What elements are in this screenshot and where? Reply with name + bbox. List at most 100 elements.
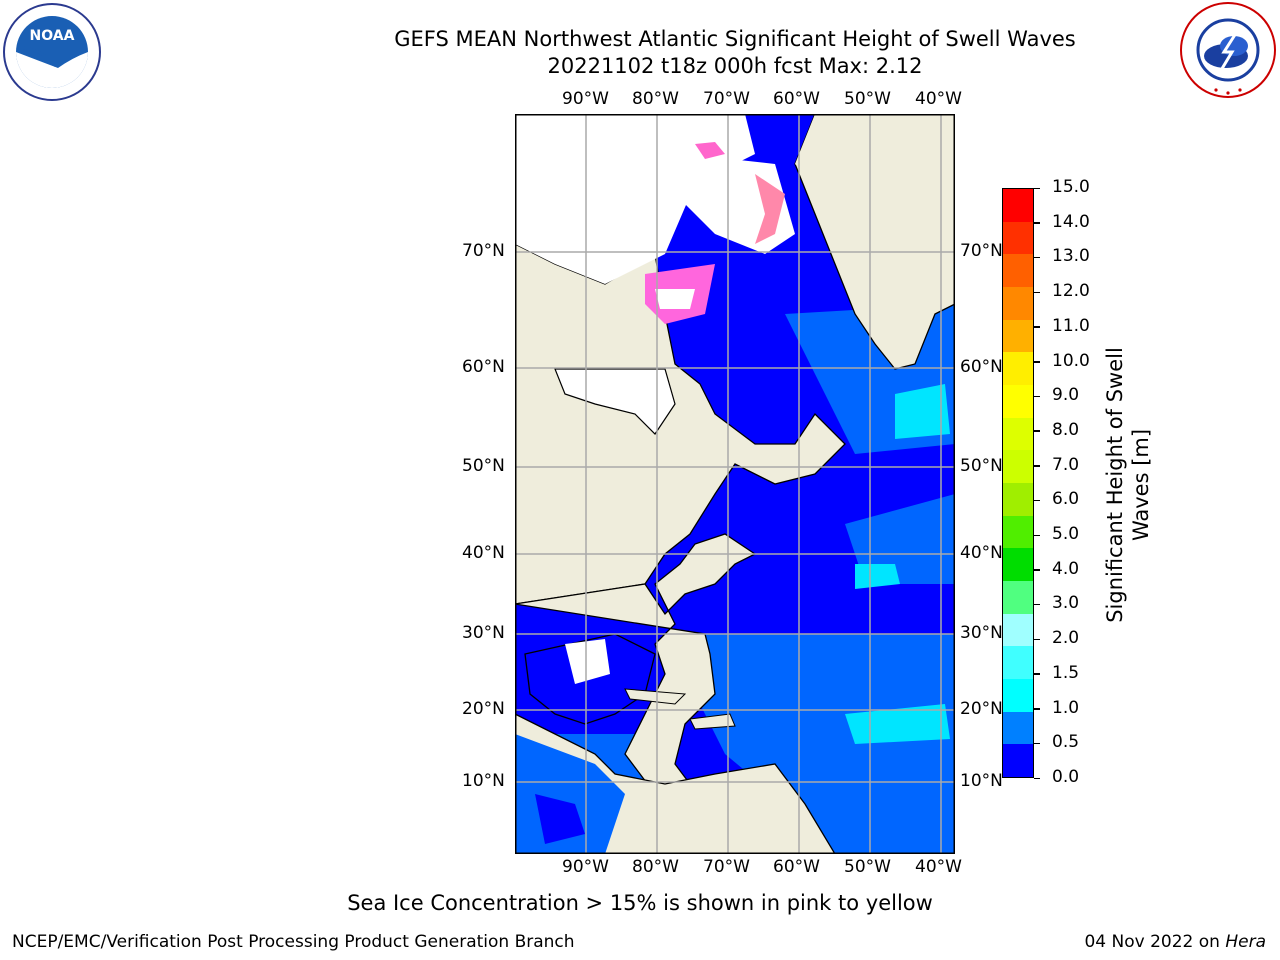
colorbar-tick-mark xyxy=(1034,187,1040,189)
colorbar-segment xyxy=(1003,744,1033,777)
lat-label-left: 60°N xyxy=(462,357,505,377)
colorbar-tick-label: 1.0 xyxy=(1052,697,1080,718)
colorbar-segment xyxy=(1003,286,1033,320)
chart-title: GEFS MEAN Northwest Atlantic Significant… xyxy=(394,27,1076,51)
lon-label-bottom: 60°W xyxy=(773,857,820,877)
lat-label-left: 30°N xyxy=(462,623,505,643)
colorbar-label-line2: Waves [m] xyxy=(1129,428,1153,542)
swell-cyan-south xyxy=(845,704,950,744)
colorbar-tick-mark xyxy=(1034,361,1040,363)
colorbar-segment xyxy=(1003,319,1033,353)
colorbar-tick-label: 14.0 xyxy=(1052,211,1090,232)
colorbar-tick-label: 9.0 xyxy=(1052,385,1080,406)
lon-label-top: 70°W xyxy=(703,89,750,109)
colorbar-tick-mark xyxy=(1034,395,1040,398)
colorbar-segment xyxy=(1003,646,1033,679)
swell-band-south xyxy=(665,634,955,854)
colorbar-tick-mark xyxy=(1034,256,1040,259)
graticule xyxy=(515,114,955,854)
hudson-bay xyxy=(554,368,676,435)
sea-ice-note: Sea Ice Concentration > 15% is shown in … xyxy=(347,891,933,915)
colorbar-tick-mark xyxy=(1034,465,1040,467)
colorbar-segment xyxy=(1003,711,1033,745)
colorbar-tick-label: 1.5 xyxy=(1052,662,1080,683)
lon-label-bottom: 40°W xyxy=(915,857,962,877)
colorbar-tick-mark xyxy=(1034,638,1040,641)
colorbar-tick-label: 7.0 xyxy=(1052,454,1080,475)
colorbar-tick-label: 11.0 xyxy=(1052,315,1090,336)
colorbar-tick-mark xyxy=(1034,499,1040,502)
lon-label-bottom: 80°W xyxy=(632,857,679,877)
colorbar-tick-label: 15.0 xyxy=(1052,177,1090,197)
lat-label-left: 10°N xyxy=(462,771,505,791)
colorbar-segment xyxy=(1003,548,1033,581)
colorbar-tick-mark xyxy=(1034,291,1040,294)
lat-label-right: 40°N xyxy=(960,543,1003,563)
colorbar-tick-label: 8.0 xyxy=(1052,419,1080,440)
footer-branch: NCEP/EMC/Verification Post Processing Pr… xyxy=(12,932,575,952)
lon-label-top: 60°W xyxy=(773,89,820,109)
nws-logo xyxy=(1180,2,1276,98)
lon-label-top: 90°W xyxy=(562,89,609,109)
colorbar-segment xyxy=(1003,352,1033,385)
land-us-east xyxy=(515,533,757,815)
colorbar-tick-mark xyxy=(1034,430,1040,432)
colorbar-segment xyxy=(1003,450,1033,483)
colorbar-label: Significant Height of Swell Waves [m] xyxy=(1102,347,1154,623)
lat-label-right: 60°N xyxy=(960,357,1003,377)
colorbar-tick-label: 10.0 xyxy=(1052,350,1090,371)
colorbar xyxy=(1002,188,1034,778)
colorbar-tick-mark xyxy=(1034,777,1040,779)
colorbar-tick-label: 13.0 xyxy=(1052,246,1090,267)
lat-label-left: 70°N xyxy=(462,241,505,261)
noaa-logo: NOAA xyxy=(3,3,101,101)
lat-label-right: 30°N xyxy=(960,623,1003,643)
noaa-logo-text: NOAA xyxy=(30,28,75,44)
land-greenland xyxy=(794,114,955,370)
footer-date: 04 Nov 2022 on Hera xyxy=(1084,932,1266,952)
colorbar-segment xyxy=(1003,188,1033,222)
chart-subtitle: 20221102 t18z 000h fcst Max: 2.12 xyxy=(547,54,923,78)
footer-host: Hera xyxy=(1225,932,1266,952)
colorbar-tick-mark xyxy=(1034,603,1040,606)
swell-cyan-north xyxy=(895,384,950,439)
lat-label-left: 40°N xyxy=(462,543,505,563)
colorbar-segment xyxy=(1003,417,1033,451)
map-panel xyxy=(515,114,955,854)
colorbar-tick-label: 4.0 xyxy=(1052,558,1080,579)
lat-label-right: 20°N xyxy=(960,699,1003,719)
colorbar-tick-mark xyxy=(1034,534,1040,537)
lon-label-bottom: 50°W xyxy=(844,857,891,877)
colorbar-segment xyxy=(1003,515,1033,549)
colorbar-tick-mark xyxy=(1034,569,1040,571)
colorbar-tick-mark xyxy=(1034,673,1040,675)
colorbar-segment xyxy=(1003,254,1033,287)
colorbar-label-line1: Significant Height of Swell xyxy=(1103,347,1127,623)
lon-label-bottom: 70°W xyxy=(703,857,750,877)
lon-label-bottom: 90°W xyxy=(562,857,609,877)
colorbar-tick-mark xyxy=(1034,222,1040,224)
colorbar-segment xyxy=(1003,580,1033,614)
colorbar-tick-label: 5.0 xyxy=(1052,524,1080,545)
footer-date-text: 04 Nov 2022 on xyxy=(1084,932,1226,952)
lat-label-right: 50°N xyxy=(960,456,1003,476)
colorbar-tick-mark xyxy=(1034,708,1040,710)
colorbar-segment xyxy=(1003,613,1033,647)
colorbar-tick-mark xyxy=(1034,326,1040,328)
colorbar-segment xyxy=(1003,221,1033,255)
colorbar-tick-label: 6.0 xyxy=(1052,489,1080,510)
lat-label-left: 20°N xyxy=(462,699,505,719)
lat-label-right: 10°N xyxy=(960,771,1003,791)
lat-label-left: 50°N xyxy=(462,456,505,476)
colorbar-tick-label: 2.0 xyxy=(1052,628,1080,649)
lon-label-top: 50°W xyxy=(844,89,891,109)
colorbar-segment xyxy=(1003,384,1033,418)
lat-label-right: 70°N xyxy=(960,241,1003,261)
colorbar-ticks: 15.0 14.0 13.0 12.0 11.0 10.0 9.0 8.0 7.0 6.0 5.0 4… xyxy=(1034,177,1094,787)
map-frame xyxy=(515,114,955,854)
island-hispaniola xyxy=(689,713,736,730)
colorbar-tick-label: 12.0 xyxy=(1052,281,1090,302)
lon-label-top: 80°W xyxy=(632,89,679,109)
colorbar-tick-label: 0.0 xyxy=(1052,767,1080,787)
colorbar-tick-label: 0.5 xyxy=(1052,732,1080,753)
